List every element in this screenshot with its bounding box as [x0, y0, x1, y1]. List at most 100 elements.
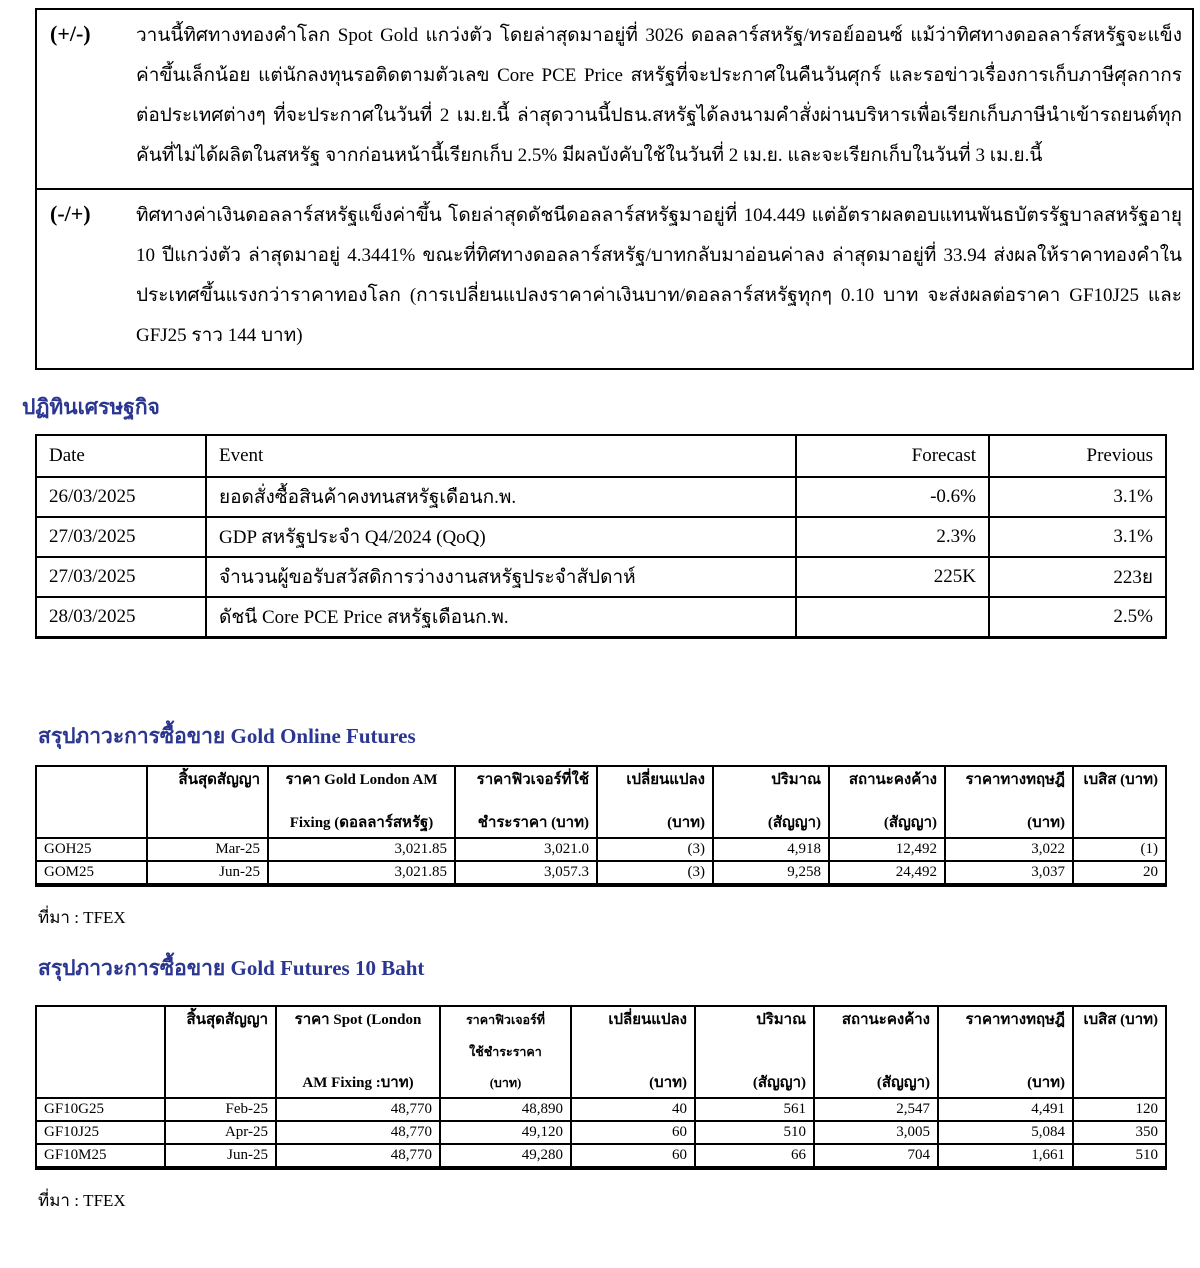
table-cell: GF10M25 — [35, 1143, 166, 1169]
market-commentary-box: (+/-) วานนี้ทิศทางทองคำโลก Spot Gold แกว… — [35, 8, 1194, 370]
table-cell: 60 — [570, 1120, 696, 1145]
table-header-row: สิ้นสุดสัญญา ราคา Spot (London AM Fixing :… — [35, 1005, 1167, 1099]
table-cell: Feb-25 — [164, 1097, 277, 1122]
column-header: ราคาฟิวเจอร์ที่ ใช้ชำระราคา (บาท) — [439, 1005, 572, 1099]
table-row: 26/03/2025 ยอดสั่งซื้อสินค้าคงทนสหรัฐเดือ… — [35, 476, 1167, 518]
table-cell: Jun-25 — [164, 1143, 277, 1169]
economic-calendar-table: Date Event Forecast Previous 26/03/2025 ยอดส… — [35, 434, 1167, 639]
commentary-row-currency: (-/+) ทิศทางค่าเงินดอลลาร์สหรัฐแข็งค่าขึ… — [37, 188, 1192, 368]
table-cell: 2,547 — [813, 1097, 939, 1122]
table-cell: (1) — [1072, 837, 1167, 862]
table-cell: 3,005 — [813, 1120, 939, 1145]
table-cell: GOH25 — [35, 837, 148, 862]
column-header — [35, 1005, 166, 1099]
table-cell: Mar-25 — [146, 837, 269, 862]
table-cell: 510 — [1072, 1143, 1167, 1169]
source-note-gold-online: ที่มา : TFEX — [38, 908, 126, 927]
column-header: ปริมาณ (สัญญา) — [712, 765, 830, 839]
table-cell: 2.3% — [795, 516, 990, 558]
commentary-text-currency: ทิศทางค่าเงินดอลลาร์สหรัฐแข็งค่าขึ้น โดย… — [136, 205, 1182, 346]
table-cell: 28/03/2025 — [35, 596, 207, 639]
table-cell: GF10G25 — [35, 1097, 166, 1122]
table-cell: 3,021.85 — [267, 837, 456, 862]
column-header: ราคาฟิวเจอร์ที่ใช้ ชำระราคา (บาท) — [454, 765, 598, 839]
table-cell: 2.5% — [988, 596, 1167, 639]
table-cell: 510 — [694, 1120, 815, 1145]
column-header: เบสิส (บาท) — [1072, 765, 1167, 839]
column-header: ราคา Spot (London AM Fixing :บาท) — [275, 1005, 441, 1099]
column-header: สถานะคงค้าง (สัญญา) — [828, 765, 946, 839]
table-body: GF10G25 Feb-25 48,770 48,890 40 561 2,547 4,491… — [35, 1097, 1167, 1169]
column-header: ราคาทางทฤษฎี (บาท) — [944, 765, 1074, 839]
table-cell: 561 — [694, 1097, 815, 1122]
table-body: GOH25 Mar-25 3,021.85 3,021.0 (3) 4,918 12,492… — [35, 837, 1167, 886]
table-cell: 350 — [1072, 1120, 1167, 1145]
table-cell: (3) — [596, 860, 714, 886]
column-header: เปลี่ยนแปลง (บาท) — [570, 1005, 696, 1099]
table-cell: GOM25 — [35, 860, 148, 886]
table-cell: 12,492 — [828, 837, 946, 862]
table-row: GOM25 Jun-25 3,021.85 3,057.3 (3) 9,258 24,492… — [35, 860, 1167, 886]
table-head: สิ้นสุดสัญญา ราคา Gold London AM Fixing (ด… — [35, 765, 1167, 839]
table-cell: 3,022 — [944, 837, 1074, 862]
table-cell: 3,037 — [944, 860, 1074, 886]
table-header-row: สิ้นสุดสัญญา ราคา Gold London AM Fixing (ด… — [35, 765, 1167, 839]
table-cell: 48,890 — [439, 1097, 572, 1122]
gold-futures-10baht-title: สรุปภาวะการซื้อขาย Gold Futures 10 Baht — [38, 956, 425, 980]
column-header — [35, 765, 148, 839]
economic-calendar-title: ปฏิทินเศรษฐกิจ — [22, 395, 160, 419]
table-cell: 49,120 — [439, 1120, 572, 1145]
gold-online-futures-table: สิ้นสุดสัญญา ราคา Gold London AM Fixing (ด… — [35, 765, 1167, 887]
table-cell: 704 — [813, 1143, 939, 1169]
table-cell: จำนวนผู้ขอรับสวัสดิการว่างงานสหรัฐประจำส… — [205, 556, 797, 598]
table-cell: 26/03/2025 — [35, 476, 207, 518]
table-cell: (3) — [596, 837, 714, 862]
table-cell: 3.1% — [988, 476, 1167, 518]
column-header: Previous — [988, 434, 1167, 478]
column-header: สิ้นสุดสัญญา — [164, 1005, 277, 1099]
column-header: Event — [205, 434, 797, 478]
table-cell: 3,021.85 — [267, 860, 456, 886]
table-row: GF10J25 Apr-25 48,770 49,120 60 510 3,005 5,084… — [35, 1120, 1167, 1145]
table-cell: GDP สหรัฐประจำ Q4/2024 (QoQ) — [205, 516, 797, 558]
table-row: GF10G25 Feb-25 48,770 48,890 40 561 2,547 4,491… — [35, 1097, 1167, 1122]
table-cell: 3,021.0 — [454, 837, 598, 862]
table-cell: 40 — [570, 1097, 696, 1122]
table-cell — [795, 596, 990, 639]
column-header: ราคา Gold London AM Fixing (ดอลลาร์สหรัฐ) — [267, 765, 456, 839]
table-row: 27/03/2025 จำนวนผู้ขอรับสวัสดิการว่างงานส… — [35, 556, 1167, 598]
column-header: สถานะคงค้าง (สัญญา) — [813, 1005, 939, 1099]
table-cell: ดัชนี Core PCE Price สหรัฐเดือนก.พ. — [205, 596, 797, 639]
table-cell: 1,661 — [937, 1143, 1074, 1169]
column-header: สิ้นสุดสัญญา — [146, 765, 269, 839]
table-cell: 48,770 — [275, 1097, 441, 1122]
direction-label-minus-plus: (-/+) — [50, 201, 91, 226]
table-cell: GF10J25 — [35, 1120, 166, 1145]
table-cell: Jun-25 — [146, 860, 269, 886]
commentary-row-gold: (+/-) วานนี้ทิศทางทองคำโลก Spot Gold แกว… — [37, 10, 1192, 188]
table-cell: 3.1% — [988, 516, 1167, 558]
table-head: Date Event Forecast Previous — [35, 434, 1167, 478]
column-header: ปริมาณ (สัญญา) — [694, 1005, 815, 1099]
table-cell: 48,770 — [275, 1120, 441, 1145]
table-row: GOH25 Mar-25 3,021.85 3,021.0 (3) 4,918 12,492… — [35, 837, 1167, 862]
column-header: เปลี่ยนแปลง (บาท) — [596, 765, 714, 839]
table-cell: 66 — [694, 1143, 815, 1169]
table-cell: 4,491 — [937, 1097, 1074, 1122]
table-cell: 27/03/2025 — [35, 516, 207, 558]
gold-futures-10baht-table: สิ้นสุดสัญญา ราคา Spot (London AM Fixing :… — [35, 1005, 1167, 1170]
table-cell: 48,770 — [275, 1143, 441, 1169]
table-cell: 3,057.3 — [454, 860, 598, 886]
table-cell: 24,492 — [828, 860, 946, 886]
table-cell: 20 — [1072, 860, 1167, 886]
column-header: ราคาทางทฤษฎี (บาท) — [937, 1005, 1074, 1099]
table-cell: 4,918 — [712, 837, 830, 862]
table-head: สิ้นสุดสัญญา ราคา Spot (London AM Fixing :… — [35, 1005, 1167, 1099]
table-cell: 5,084 — [937, 1120, 1074, 1145]
column-header: Date — [35, 434, 207, 478]
direction-label-plus-minus: (+/-) — [50, 21, 91, 46]
table-row: GF10M25 Jun-25 48,770 49,280 60 66 704 1,661 510 — [35, 1143, 1167, 1169]
table-cell: 225K — [795, 556, 990, 598]
gold-online-futures-title: สรุปภาวะการซื้อขาย Gold Online Futures — [38, 724, 416, 748]
commentary-text-gold: วานนี้ทิศทางทองคำโลก Spot Gold แกว่งตัว … — [136, 25, 1182, 166]
